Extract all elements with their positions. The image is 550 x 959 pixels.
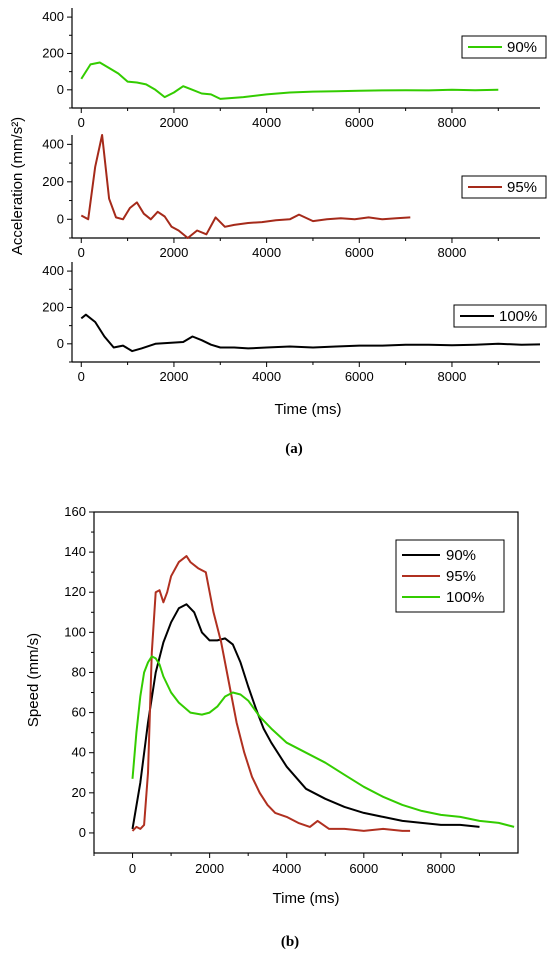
series-line-100% [131,655,515,828]
legend-box [461,35,547,59]
x-tick-label: 8000 [437,245,466,260]
panel-a-x-axis-label: Time (ms) [275,401,342,418]
series-line-90% [131,603,480,830]
y-tick-label: 0 [57,211,64,226]
legend-label: 95% [507,179,537,196]
panel-b-plot-frame [93,511,519,854]
series-line-100% [80,313,541,353]
panel-a: Acceleration (mm/s²) Time (ms) (a) 0 200 4… [9,8,547,457]
x-tick-label: 0 [78,245,85,260]
y-tick-label: 0 [57,82,64,97]
panel-b-legend: 90% 95% 100% [395,539,505,613]
x-tick-label: 2000 [159,115,188,130]
x-tick-label: 0 [78,369,85,384]
panel-a-caption: (a) [285,441,303,457]
y-tick-label: 80 [72,664,86,679]
y-tick-label: 20 [72,785,86,800]
y-tick-label: 160 [64,504,86,519]
y-tick-label: 400 [42,263,64,278]
x-tick-label: 2000 [159,369,188,384]
panel-a-y-axis-label: Acceleration (mm/s²) [9,117,26,255]
legend-box [461,175,547,199]
x-tick-label: 4000 [252,115,281,130]
series-line-95% [80,134,411,239]
x-tick-label: 4000 [272,861,301,876]
x-tick-label: 4000 [252,245,281,260]
x-tick-label: 0 [129,861,136,876]
y-tick-label: 0 [79,825,86,840]
legend-label: 90% [507,39,537,56]
x-tick-label: 2000 [159,245,188,260]
x-tick-label: 8000 [426,861,455,876]
y-tick-label: 100 [64,624,86,639]
x-tick-label: 6000 [345,369,374,384]
x-tick-label: 8000 [437,115,466,130]
series-line-95% [131,555,411,832]
x-tick-label: 6000 [349,861,378,876]
y-tick-label: 120 [64,584,86,599]
legend-label: 90% [446,547,476,564]
y-tick-label: 200 [42,174,64,189]
x-tick-label: 8000 [437,369,466,384]
panel-b-caption: (b) [281,934,299,950]
x-tick-label: 0 [78,115,85,130]
x-tick-label: 6000 [345,245,374,260]
y-tick-label: 400 [42,9,64,24]
y-tick-label: 60 [72,705,86,720]
y-tick-label: 140 [64,544,86,559]
legend-box [453,304,547,328]
x-tick-label: 2000 [195,861,224,876]
panel-b: Speed (mm/s) Time (ms) (b) 0 20 40 60 80 100 1… [25,504,519,950]
y-tick-label: 200 [42,45,64,60]
panel-b-x-axis-label: Time (ms) [273,890,340,907]
panel-b-y-axis-label: Speed (mm/s) [25,633,42,727]
legend-label: 95% [446,568,476,585]
legend-label: 100% [446,589,484,606]
x-tick-label: 4000 [252,369,281,384]
legend-label: 100% [499,308,537,325]
series-line-90% [80,61,499,100]
y-tick-label: 200 [42,299,64,314]
y-tick-label: 400 [42,136,64,151]
x-tick-label: 6000 [345,115,374,130]
y-tick-label: 40 [72,745,86,760]
y-tick-label: 0 [57,336,64,351]
